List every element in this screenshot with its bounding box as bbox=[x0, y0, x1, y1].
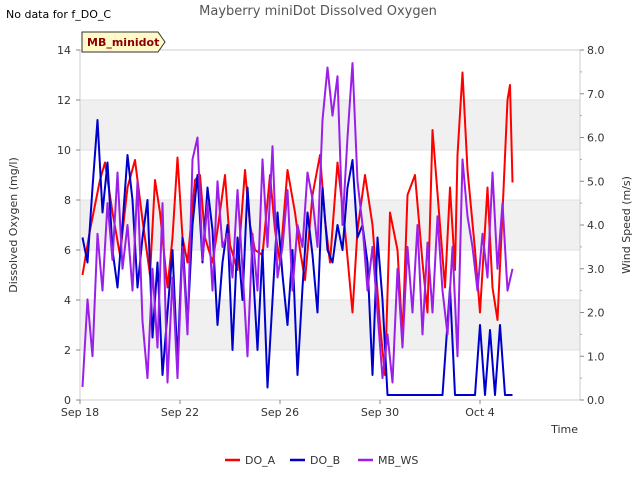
series-line-do-b bbox=[81, 119, 513, 396]
y-tick-label: 8 bbox=[64, 194, 71, 207]
x-tick-label: Sep 22 bbox=[161, 406, 199, 419]
y-tick-label: 6 bbox=[64, 244, 71, 257]
y2-tick-label: 5.0 bbox=[587, 175, 605, 188]
badge-label: MB_minidot bbox=[87, 36, 159, 49]
site-badge: MB_minidot bbox=[81, 31, 166, 53]
x-tick-label: Sep 26 bbox=[261, 406, 299, 419]
x-axis: Sep 18 Sep 22 Sep 26 Sep 30 Oct 4 bbox=[61, 400, 495, 419]
no-data-note: No data for f_DO_C bbox=[6, 8, 111, 21]
y2-axis-label: Wind Speed (m/s) bbox=[620, 176, 633, 274]
y-tick-label: 10 bbox=[57, 144, 71, 157]
x-tick-label: Sep 18 bbox=[61, 406, 99, 419]
legend-label-do-a: DO_A bbox=[245, 454, 276, 467]
y2-tick-label: 8.0 bbox=[587, 44, 605, 57]
badge-shape bbox=[81, 31, 166, 53]
legend: DO_A DO_B MB_WS bbox=[225, 454, 418, 467]
y-tick-label: 14 bbox=[57, 44, 71, 57]
chart-title: Mayberry miniDot Dissolved Oxygen bbox=[199, 4, 437, 19]
y2-tick-label: 1.0 bbox=[587, 350, 605, 363]
x-axis-label: Time bbox=[550, 423, 578, 436]
y2-tick-label: 2.0 bbox=[587, 307, 605, 320]
y2-tick-label: 3.0 bbox=[587, 263, 605, 276]
y-axis-label: Dissolved Oxygen (mg/l) bbox=[7, 157, 20, 292]
y-axis-right: 0.0 1.0 2.0 3.0 4.0 5.0 6.0 7.0 8.0 bbox=[580, 44, 605, 407]
series-line-do-a bbox=[81, 71, 514, 376]
legend-label-do-b: DO_B bbox=[310, 454, 340, 467]
y-tick-label: 12 bbox=[57, 94, 71, 107]
y2-tick-label: 4.0 bbox=[587, 219, 605, 232]
grid-band bbox=[80, 100, 580, 150]
y-tick-label: 4 bbox=[64, 294, 71, 307]
legend-label-mb-ws: MB_WS bbox=[378, 454, 418, 467]
y2-tick-label: 0.0 bbox=[587, 394, 605, 407]
x-tick-label: Sep 30 bbox=[361, 406, 399, 419]
series-line-mb-ws bbox=[81, 62, 514, 387]
y2-tick-label: 7.0 bbox=[587, 88, 605, 101]
x-tick-label: Oct 4 bbox=[465, 406, 495, 419]
y-tick-label: 0 bbox=[64, 394, 71, 407]
y-axis-left: 0 2 4 6 8 10 12 14 bbox=[57, 44, 80, 407]
y2-tick-label: 6.0 bbox=[587, 132, 605, 145]
series-layer bbox=[81, 62, 514, 396]
y-tick-label: 2 bbox=[64, 344, 71, 357]
